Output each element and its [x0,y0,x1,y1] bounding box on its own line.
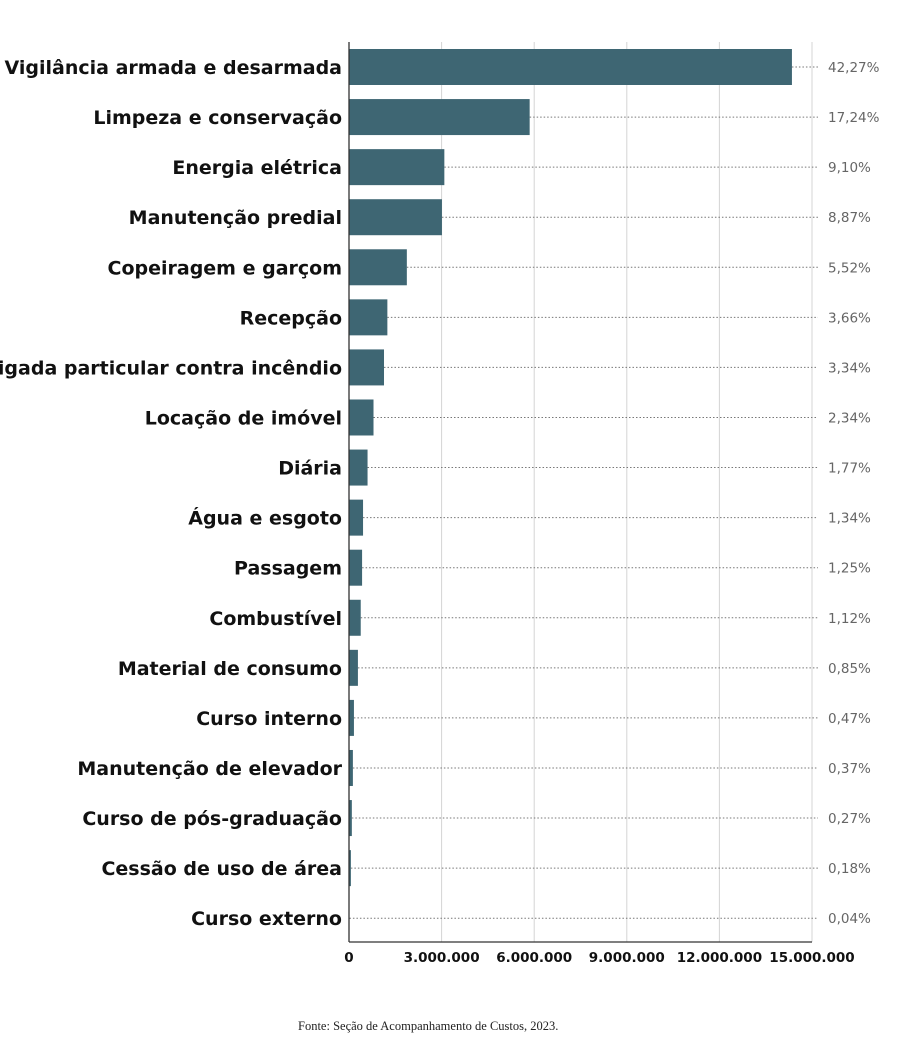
category-label: Passagem [234,558,342,580]
bar [349,249,407,286]
data-label: 0,04% [828,911,871,927]
category-label: Curso de pós-graduação [82,808,342,830]
data-label: 3,66% [828,310,871,326]
data-label: 42,27% [828,60,880,76]
category-label: Curso externo [191,908,342,930]
data-label: 2,34% [828,410,871,426]
category-label: Manutenção de elevador [77,758,342,780]
bar [349,649,358,686]
category-label: Material de consumo [118,658,342,680]
bar [349,850,351,887]
x-tick-label: 9.000.000 [589,950,665,966]
data-label: 0,18% [828,861,871,877]
bar [349,199,442,236]
data-label: 0,27% [828,811,871,827]
category-label: Manutenção predial [129,207,342,229]
source-note: Fonte: Seção de Acompanhamento de Custos… [298,1019,559,1033]
category-label: Recepção [240,307,342,329]
category-label: Vigilância armada e desarmada [5,57,342,79]
category-label: Locação de imóvel [145,407,342,429]
category-label: Curso interno [196,708,342,730]
data-label: 1,12% [828,611,871,627]
bar [349,599,361,636]
data-label: 5,52% [828,260,871,276]
data-label: 0,47% [828,711,871,727]
x-tick-label: 0 [344,950,353,966]
bar-chart: 0 3.000.000 6.000.000 9.000.000 12.000.000 15… [0,42,880,966]
data-label: 0,85% [828,661,871,677]
bar [349,449,368,486]
bar [349,99,530,136]
x-tick-label: 6.000.000 [496,950,572,966]
category-label: Limpeza e conservação [93,107,342,129]
bar [349,699,354,736]
category-label: Água e esgoto [188,507,342,530]
category-label: Copeiragem e garçom [108,257,343,279]
category-label: Energia elétrica [172,157,342,179]
bar [349,299,388,336]
category-label: Brigada particular contra incêndio [0,357,342,379]
data-label: 1,34% [828,511,871,527]
category-label: Cessão de uso de área [101,858,342,880]
data-label: 9,10% [828,160,871,176]
category-label: Diária [278,458,342,480]
bar [349,499,364,536]
data-label: 1,25% [828,561,871,577]
x-tick-label: 3.000.000 [404,950,480,966]
bar [349,749,353,786]
data-label: 17,24% [828,110,880,126]
bar [349,149,445,186]
bar [349,800,352,837]
bar [349,49,792,85]
bar [349,549,363,586]
bar [349,349,385,386]
data-label: 0,37% [828,761,871,777]
data-label: 1,77% [828,461,871,477]
data-label: 3,34% [828,360,871,376]
category-label: Combustível [209,608,342,630]
data-label: 8,87% [828,210,871,226]
x-tick-label: 15.000.000 [769,950,854,966]
x-tick-label: 12.000.000 [677,950,762,966]
bar [349,399,374,436]
